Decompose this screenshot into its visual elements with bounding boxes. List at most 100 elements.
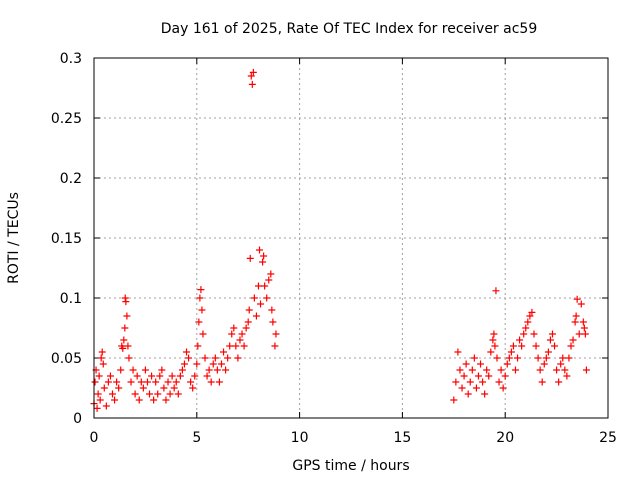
data-point xyxy=(247,72,255,80)
y-tick-label: 0.1 xyxy=(60,291,82,307)
data-point xyxy=(256,246,264,254)
data-point xyxy=(579,318,587,326)
data-point xyxy=(158,366,166,374)
data-point xyxy=(160,384,168,392)
data-point xyxy=(487,348,495,356)
data-point xyxy=(124,342,132,350)
data-point xyxy=(207,378,215,386)
data-point xyxy=(238,330,246,338)
data-point xyxy=(491,342,499,350)
data-point xyxy=(174,390,182,398)
data-point xyxy=(516,336,524,344)
data-point xyxy=(577,300,585,308)
data-point xyxy=(248,80,256,88)
data-point xyxy=(120,336,128,344)
data-point xyxy=(117,366,125,374)
data-point xyxy=(271,342,279,350)
data-point xyxy=(538,378,546,386)
data-point xyxy=(559,354,567,362)
data-point xyxy=(242,324,250,332)
data-point xyxy=(536,366,544,374)
data-point xyxy=(96,396,104,404)
data-point xyxy=(109,390,117,398)
data-point xyxy=(154,390,162,398)
data-point xyxy=(479,378,487,386)
x-tick-label: 15 xyxy=(393,430,411,446)
data-point xyxy=(100,384,108,392)
x-tick-label: 0 xyxy=(90,430,99,446)
data-point xyxy=(580,324,588,332)
data-point xyxy=(555,378,563,386)
data-point xyxy=(548,330,556,338)
data-point xyxy=(211,354,219,362)
data-point xyxy=(191,372,199,380)
data-point xyxy=(540,360,548,368)
data-point xyxy=(234,354,242,362)
data-point xyxy=(137,378,145,386)
data-point xyxy=(534,354,542,362)
data-point xyxy=(544,348,552,356)
data-point xyxy=(198,306,206,314)
data-point xyxy=(183,348,191,356)
data-point xyxy=(269,318,277,326)
data-point xyxy=(106,372,114,380)
data-point xyxy=(135,396,143,404)
data-point xyxy=(98,348,106,356)
data-point xyxy=(489,336,497,344)
data-point xyxy=(501,372,509,380)
data-point xyxy=(123,312,131,320)
data-point xyxy=(472,384,480,392)
y-tick-label: 0.05 xyxy=(51,351,82,367)
y-tick-label: 0 xyxy=(73,411,82,427)
data-point xyxy=(272,330,280,338)
data-point xyxy=(150,396,158,404)
data-point xyxy=(551,342,559,350)
data-point xyxy=(518,342,526,350)
data-point xyxy=(95,372,103,380)
data-point xyxy=(133,372,141,380)
data-point xyxy=(485,372,493,380)
data-point xyxy=(493,354,501,362)
data-point xyxy=(143,378,151,386)
data-point xyxy=(113,378,121,386)
data-point xyxy=(524,318,532,326)
data-point xyxy=(582,366,590,374)
data-point xyxy=(205,366,213,374)
data-point xyxy=(172,378,180,386)
data-point xyxy=(522,324,530,332)
data-point xyxy=(170,384,178,392)
data-point xyxy=(581,330,589,338)
data-point xyxy=(146,390,154,398)
data-point xyxy=(185,354,193,362)
data-point xyxy=(102,402,110,410)
data-point xyxy=(477,360,485,368)
data-point xyxy=(127,378,135,386)
data-point xyxy=(94,390,102,398)
data-point xyxy=(199,330,207,338)
data-point xyxy=(111,396,119,404)
data-point xyxy=(456,366,464,374)
data-point xyxy=(201,354,209,362)
data-point xyxy=(125,354,133,362)
data-point xyxy=(250,294,258,302)
x-tick-label: 10 xyxy=(291,430,309,446)
y-tick-label: 0.15 xyxy=(51,231,82,247)
data-point xyxy=(166,390,174,398)
data-point xyxy=(495,378,503,386)
data-point xyxy=(481,390,489,398)
data-point xyxy=(93,404,101,412)
data-point xyxy=(189,384,197,392)
data-point xyxy=(115,384,123,392)
data-point xyxy=(91,378,99,386)
x-tick-label: 5 xyxy=(192,430,201,446)
data-point xyxy=(222,366,230,374)
data-point xyxy=(526,312,534,320)
data-point xyxy=(152,378,160,386)
data-point xyxy=(119,344,127,352)
data-point xyxy=(209,360,217,368)
data-point xyxy=(530,330,538,338)
chart-title: Day 161 of 2025, Rate Of TEC Index for r… xyxy=(161,21,537,37)
data-point xyxy=(122,298,130,306)
data-point xyxy=(139,384,147,392)
